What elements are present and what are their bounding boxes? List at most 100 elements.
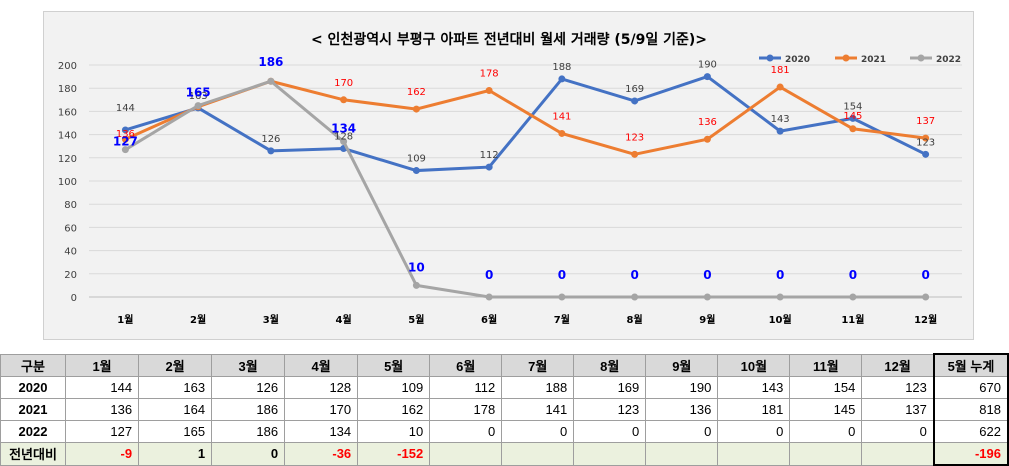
y-tick-label: 160: [58, 107, 77, 118]
table-cell: [645, 442, 719, 466]
table-header-cell: 3월: [211, 353, 286, 377]
data-label-2021: 170: [334, 78, 353, 89]
y-tick-label: 60: [64, 223, 77, 234]
row-label: 2022: [0, 420, 67, 443]
table-cell: 137: [861, 398, 935, 421]
table-row: 2020 144 163 126 128 109 112 188 169 190 143 154 123…: [0, 376, 1009, 399]
table-cell: 123: [573, 398, 647, 421]
data-point-2022: [194, 102, 202, 110]
data-label-2020: 169: [625, 84, 644, 95]
table-row: 전년대비 -9 1 0 -36 -152 -196: [0, 442, 1009, 466]
table-cell: [501, 442, 575, 466]
table-cell: 169: [573, 376, 647, 399]
data-label-2020: 143: [771, 114, 790, 125]
table-header-row: 구분 1월 2월 3월 4월 5월 6월 7월 8월 9월 10월 11월 12월 5월 누계: [0, 353, 1009, 377]
data-label-2022: 0: [921, 268, 929, 282]
data-point-2022: [121, 146, 129, 154]
data-label-2021: 181: [771, 65, 790, 76]
data-point-2020: [558, 75, 566, 83]
table-cell: 143: [717, 376, 791, 399]
table-header-cell: 11월: [789, 353, 863, 377]
x-tick-label: 1월: [117, 314, 133, 326]
table-cell: 170: [284, 398, 359, 421]
x-tick-label: 3월: [263, 314, 279, 326]
table-cell: 0: [429, 420, 503, 443]
table-cell: 0: [573, 420, 647, 443]
data-point-2021: [121, 135, 129, 143]
table-cell: 145: [789, 398, 863, 421]
data-label-2022: 127: [113, 135, 138, 149]
y-tick-label: 180: [58, 84, 77, 95]
table-header-cell: 5월: [357, 353, 431, 377]
data-point-2020: [703, 73, 711, 81]
data-label-2021: 123: [625, 132, 644, 143]
legend-label-2020: 2020: [785, 55, 810, 65]
data-point-2022: [558, 293, 566, 301]
data-point-2021: [485, 87, 493, 95]
data-label-2021: 136: [698, 117, 717, 128]
data-point-2021: [340, 96, 348, 104]
series-line-2021: [124, 79, 926, 156]
data-label-2020: 163: [189, 91, 208, 102]
data-point-2020: [849, 114, 857, 122]
series-line-2022: [124, 79, 926, 299]
data-point-2021: [703, 135, 711, 143]
data-label-2021: 136: [116, 129, 135, 140]
table-header-cell: 2월: [138, 353, 213, 377]
data-label-2020: 112: [480, 150, 499, 161]
legend-marker-2020: [766, 54, 774, 62]
x-tick-label: 6월: [481, 314, 497, 326]
chart-area: < 인천광역시 부평구 아파트 전년대비 월세 거래량 (5/9일 기준)> 0…: [43, 11, 974, 340]
x-tick-label: 11월: [841, 314, 864, 326]
table-cell: 0: [861, 420, 935, 443]
data-label-2020: 154: [843, 101, 862, 112]
table-cell: 0: [789, 420, 863, 443]
data-point-2021: [412, 105, 420, 113]
table-cell: 622: [932, 420, 1009, 443]
legend-label-2022: 2022: [936, 55, 961, 65]
table-cell: 0: [211, 442, 286, 466]
x-tick-label: 9월: [699, 314, 715, 326]
table-cell: 10: [357, 420, 431, 443]
table-cell: 186: [211, 420, 286, 443]
data-label-2020: 128: [334, 132, 353, 143]
y-tick-label: 20: [64, 270, 77, 281]
data-point-2021: [631, 150, 639, 158]
legend-marker-2022: [917, 54, 925, 62]
chart-title: < 인천광역시 부평구 아파트 전년대비 월세 거래량 (5/9일 기준)>: [311, 31, 707, 48]
table-cell: 134: [284, 420, 359, 443]
row-label: 2020: [0, 376, 67, 399]
data-table: 구분 1월 2월 3월 4월 5월 6월 7월 8월 9월 10월 11월 12월 5월 누계 2020 14…: [0, 353, 1009, 466]
data-label-2021: 162: [407, 87, 426, 98]
x-tick-label: 7월: [554, 314, 570, 326]
table-cell: 0: [717, 420, 791, 443]
table-header-cell: 8월: [573, 353, 647, 377]
table-cell: 0: [501, 420, 575, 443]
data-point-2022: [631, 293, 639, 301]
data-point-2022: [922, 293, 930, 301]
table-header-cell: 4월: [284, 353, 359, 377]
data-label-2022: 165: [186, 86, 211, 100]
data-label-2022: 0: [558, 268, 566, 282]
x-tick-label: 4월: [336, 314, 352, 326]
table-cell: 164: [138, 398, 213, 421]
data-point-2020: [922, 150, 930, 158]
data-label-2021: 178: [480, 69, 499, 80]
table-cell: 123: [861, 376, 935, 399]
table-cell: [789, 442, 863, 466]
table-header-cell: 5월 누계: [932, 353, 1009, 377]
data-point-2021: [922, 134, 930, 142]
table-header-cell: 10월: [717, 353, 791, 377]
table-cell: [861, 442, 935, 466]
table-cell: 136: [645, 398, 719, 421]
row-label: 전년대비: [0, 442, 67, 466]
table-cell: [573, 442, 647, 466]
data-label-2020: 188: [552, 62, 571, 73]
data-point-2020: [412, 167, 420, 175]
data-point-2022: [267, 77, 275, 85]
table-cell: -9: [65, 442, 140, 466]
data-point-2022: [776, 293, 784, 301]
line-chart: < 인천광역시 부평구 아파트 전년대비 월세 거래량 (5/9일 기준)> 0…: [58, 31, 962, 326]
data-point-2022: [340, 138, 348, 146]
data-label-2020: 123: [916, 137, 935, 148]
